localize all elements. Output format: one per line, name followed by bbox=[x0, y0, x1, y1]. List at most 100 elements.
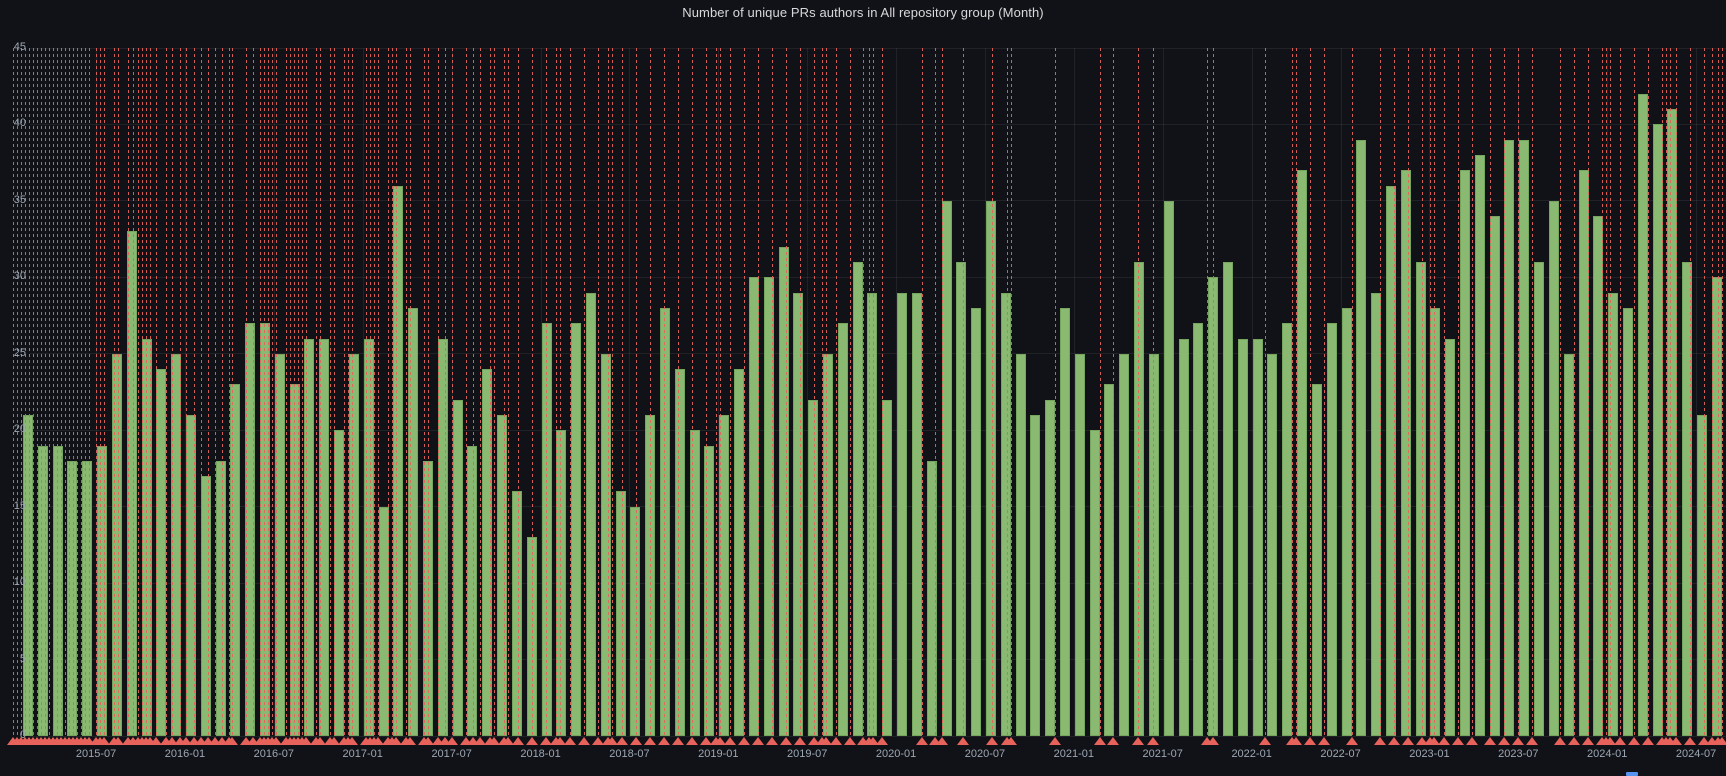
bar-2018-06[interactable] bbox=[615, 491, 626, 736]
bar-2023-09[interactable] bbox=[1548, 200, 1559, 736]
bar-2023-01[interactable] bbox=[1430, 307, 1441, 736]
annotation-line[interactable] bbox=[65, 48, 66, 736]
annotation-line[interactable] bbox=[306, 48, 307, 736]
annotation-marker-icon[interactable] bbox=[1005, 737, 1017, 745]
annotation-line[interactable] bbox=[1472, 48, 1473, 736]
annotation-line[interactable] bbox=[826, 48, 827, 736]
annotation-line[interactable] bbox=[716, 48, 717, 736]
annotation-line[interactable] bbox=[786, 48, 787, 736]
annotation-marker-icon[interactable] bbox=[188, 737, 200, 745]
annotation-line[interactable] bbox=[678, 48, 679, 736]
annotation-marker-icon[interactable] bbox=[957, 737, 969, 745]
annotation-line[interactable] bbox=[57, 48, 58, 736]
annotation-marker-icon[interactable] bbox=[1698, 737, 1710, 745]
annotation-line[interactable] bbox=[1011, 48, 1012, 736]
bar-2018-04[interactable] bbox=[585, 292, 596, 736]
bar-2017-12[interactable] bbox=[526, 537, 537, 736]
annotation-line[interactable] bbox=[246, 48, 247, 736]
annotation-line[interactable] bbox=[172, 48, 173, 736]
annotation-line[interactable] bbox=[320, 48, 321, 736]
annotation-line[interactable] bbox=[1634, 48, 1635, 736]
annotation-line[interactable] bbox=[1458, 48, 1459, 736]
bar-2022-03[interactable] bbox=[1282, 323, 1293, 736]
annotation-marker-icon[interactable] bbox=[328, 737, 340, 745]
annotation-marker-icon[interactable] bbox=[616, 737, 628, 745]
annotation-line[interactable] bbox=[1265, 48, 1266, 736]
annotation-line[interactable] bbox=[1588, 48, 1589, 736]
bar-2020-07[interactable] bbox=[985, 200, 996, 736]
bar-2021-01[interactable] bbox=[1074, 353, 1085, 736]
bar-2019-11[interactable] bbox=[867, 292, 878, 736]
annotation-marker-icon[interactable] bbox=[929, 737, 941, 745]
annotation-marker-icon[interactable] bbox=[808, 737, 820, 745]
bar-2015-06[interactable] bbox=[82, 460, 93, 736]
annotation-line[interactable] bbox=[882, 48, 883, 736]
bar-2018-05[interactable] bbox=[600, 353, 611, 736]
annotation-line[interactable] bbox=[1296, 48, 1297, 736]
annotation-marker-icon[interactable] bbox=[867, 737, 879, 745]
annotation-line[interactable] bbox=[664, 48, 665, 736]
annotation-marker-icon[interactable] bbox=[714, 737, 726, 745]
annotation-line[interactable] bbox=[428, 48, 429, 736]
annotation-line[interactable] bbox=[166, 48, 167, 736]
annotation-marker-icon[interactable] bbox=[372, 737, 384, 745]
annotation-line[interactable] bbox=[480, 48, 481, 736]
annotation-line[interactable] bbox=[146, 48, 147, 736]
annotation-marker-icon[interactable] bbox=[876, 737, 888, 745]
bar-2020-10[interactable] bbox=[1030, 414, 1041, 736]
bar-2023-03[interactable] bbox=[1460, 170, 1471, 736]
annotation-line[interactable] bbox=[1560, 48, 1561, 736]
annotation-line[interactable] bbox=[96, 48, 97, 736]
annotation-line[interactable] bbox=[29, 48, 30, 736]
annotation-line[interactable] bbox=[180, 48, 181, 736]
bar-2019-06[interactable] bbox=[793, 292, 804, 736]
annotation-line[interactable] bbox=[352, 48, 353, 736]
annotation-marker-icon[interactable] bbox=[1642, 737, 1654, 745]
annotation-line[interactable] bbox=[49, 48, 50, 736]
annotation-line[interactable] bbox=[17, 48, 18, 736]
bar-2018-02[interactable] bbox=[556, 430, 567, 736]
annotation-line[interactable] bbox=[232, 48, 233, 736]
bar-2019-09[interactable] bbox=[837, 323, 848, 736]
annotation-line[interactable] bbox=[963, 48, 964, 736]
annotation-line[interactable] bbox=[374, 48, 375, 736]
bar-2021-02[interactable] bbox=[1089, 430, 1100, 736]
annotation-line[interactable] bbox=[138, 48, 139, 736]
bar-2019-04[interactable] bbox=[763, 277, 774, 736]
bar-2022-04[interactable] bbox=[1297, 170, 1308, 736]
bar-2018-07[interactable] bbox=[630, 506, 641, 736]
annotation-line[interactable] bbox=[814, 48, 815, 736]
bar-2017-01[interactable] bbox=[363, 338, 374, 736]
bar-2021-11[interactable] bbox=[1222, 262, 1233, 736]
annotation-marker-icon[interactable] bbox=[439, 737, 451, 745]
annotation-line[interactable] bbox=[1490, 48, 1491, 736]
bar-2019-12[interactable] bbox=[882, 399, 893, 736]
annotation-line[interactable] bbox=[1324, 48, 1325, 736]
annotation-line[interactable] bbox=[286, 48, 287, 736]
bar-2017-10[interactable] bbox=[497, 414, 508, 736]
annotation-line[interactable] bbox=[294, 48, 295, 736]
bar-2017-05[interactable] bbox=[422, 460, 433, 736]
annotation-line[interactable] bbox=[201, 48, 202, 736]
annotation-marker-icon[interactable] bbox=[422, 737, 434, 745]
annotation-line[interactable] bbox=[1504, 48, 1505, 736]
annotation-marker-icon[interactable] bbox=[1568, 737, 1580, 745]
annotation-line[interactable] bbox=[822, 48, 823, 736]
annotation-line[interactable] bbox=[13, 48, 14, 736]
annotation-line[interactable] bbox=[1138, 48, 1139, 736]
annotation-line[interactable] bbox=[81, 48, 82, 736]
bar-2019-02[interactable] bbox=[734, 369, 745, 736]
bar-2016-05[interactable] bbox=[245, 323, 256, 736]
annotation-marker-icon[interactable] bbox=[1614, 737, 1626, 745]
annotation-line[interactable] bbox=[869, 48, 870, 736]
bar-2022-12[interactable] bbox=[1415, 262, 1426, 736]
bar-2022-11[interactable] bbox=[1400, 170, 1411, 736]
annotation-line[interactable] bbox=[438, 48, 439, 736]
annotation-marker-icon[interactable] bbox=[216, 737, 228, 745]
bar-2015-08[interactable] bbox=[111, 353, 122, 736]
annotation-line[interactable] bbox=[850, 48, 851, 736]
annotation-line[interactable] bbox=[1430, 48, 1431, 736]
annotation-marker-icon[interactable] bbox=[1318, 737, 1330, 745]
bar-2017-09[interactable] bbox=[482, 369, 493, 736]
bar-2020-12[interactable] bbox=[1060, 307, 1071, 736]
